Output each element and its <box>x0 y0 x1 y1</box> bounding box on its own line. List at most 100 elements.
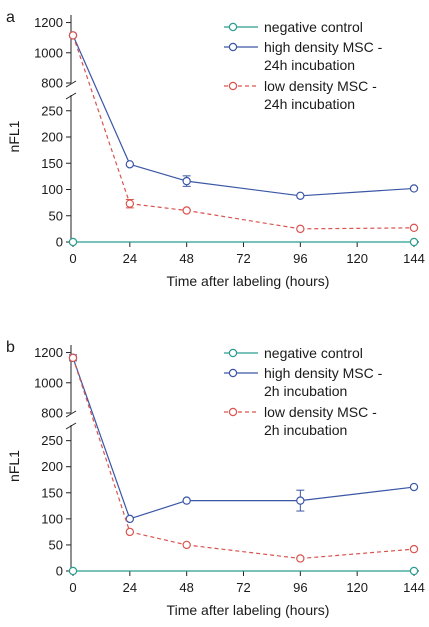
data-point <box>182 176 191 186</box>
legend-marker <box>228 348 238 358</box>
data-point <box>409 237 419 247</box>
y-tick-label: 100 <box>41 182 63 197</box>
legend-label: low density MSC - <box>264 78 377 94</box>
data-point <box>182 496 191 505</box>
series-line-segment <box>186 180 301 197</box>
data-point <box>296 224 305 234</box>
data-point <box>296 191 305 200</box>
series-line-segment <box>186 544 301 560</box>
axis-break-mark <box>65 422 77 430</box>
y-tick-label: 0 <box>56 235 63 250</box>
series-line-segment <box>72 35 131 165</box>
y-tick-label: 200 <box>41 130 63 145</box>
legend-label: 2h incubation <box>264 383 347 399</box>
axis-break-mark <box>65 92 77 100</box>
legend: negative control high density MSC - 2h inc… <box>224 345 383 438</box>
y-tick-label: 1200 <box>34 345 63 360</box>
y-axis-label: nFL1 <box>6 120 22 152</box>
x-axis-label: Time after labeling (hours) <box>167 602 330 618</box>
y-tick-label: 0 <box>56 564 63 579</box>
data-point <box>182 206 191 215</box>
series-2 <box>68 31 419 234</box>
x-tick-label: 72 <box>236 580 250 595</box>
legend-label: 24h incubation <box>264 57 355 73</box>
legend-marker <box>228 81 238 91</box>
series-1 <box>68 31 419 200</box>
y-tick-label: 800 <box>41 76 63 91</box>
data-point <box>125 527 135 537</box>
data-point <box>409 184 419 193</box>
data-point <box>409 566 419 576</box>
series-0 <box>68 566 419 576</box>
y-tick-label: 50 <box>49 537 63 552</box>
data-point <box>68 566 78 576</box>
x-tick-label: 72 <box>236 251 250 266</box>
y-tick-label: 1000 <box>34 45 63 60</box>
legend-marker <box>228 368 238 378</box>
x-tick-label: 144 <box>403 580 425 595</box>
series-line-segment <box>129 500 187 520</box>
legend-label: low density MSC - <box>264 404 377 420</box>
x-tick-label: 0 <box>69 251 76 266</box>
x-tick-label: 120 <box>346 580 368 595</box>
data-point <box>125 514 135 524</box>
y-tick-label: 150 <box>41 485 63 500</box>
series-2 <box>68 353 419 563</box>
y-tick-label: 200 <box>41 459 63 474</box>
y-tick-label: 150 <box>41 156 63 171</box>
axis-break-mark <box>65 410 77 418</box>
series-line-segment <box>72 35 131 204</box>
legend-label: high density MSC - <box>264 39 383 55</box>
series-line-segment <box>129 163 187 182</box>
legend-label: 24h incubation <box>264 96 355 112</box>
x-tick-label: 144 <box>403 251 425 266</box>
y-tick-label: 800 <box>41 406 63 421</box>
legend-label: 2h incubation <box>264 422 347 438</box>
chart-panel-b: b 800 1000 1200 0 50 100 150 200 250 0 24 48 72 96 120 1… <box>6 339 425 618</box>
legend-label: negative control <box>264 345 363 361</box>
y-tick-label: 250 <box>41 103 63 118</box>
series-line-segment <box>300 486 415 502</box>
series-0 <box>68 237 419 247</box>
legend-marker <box>228 22 238 32</box>
series-line-segment <box>72 357 131 520</box>
data-point <box>409 223 419 233</box>
legend-marker <box>228 42 238 52</box>
x-tick-label: 120 <box>346 251 368 266</box>
x-tick-label: 48 <box>179 251 193 266</box>
axis-break-mark <box>65 80 77 88</box>
y-tick-label: 50 <box>49 208 63 223</box>
x-tick-label: 48 <box>179 580 193 595</box>
y-tick-label: 1200 <box>34 15 63 30</box>
y-axis-label: nFL1 <box>6 450 22 482</box>
data-point <box>409 482 419 492</box>
legend-label: high density MSC - <box>264 365 383 381</box>
y-tick-label: 1000 <box>34 375 63 390</box>
x-tick-label: 24 <box>123 580 137 595</box>
data-point <box>125 160 135 169</box>
data-point <box>68 353 78 363</box>
data-point <box>296 496 305 505</box>
y-tick-label: 100 <box>41 511 63 526</box>
x-axis-label: Time after labeling (hours) <box>167 273 330 289</box>
data-point <box>68 237 78 247</box>
panel-label: a <box>6 9 15 26</box>
x-tick-label: 96 <box>293 580 307 595</box>
data-point <box>409 544 419 554</box>
y-tick-label: 250 <box>41 433 63 448</box>
legend-label: negative control <box>264 19 363 35</box>
series-line-segment <box>72 357 131 533</box>
data-point <box>182 540 191 550</box>
legend: negative control high density MSC - 24h in… <box>224 19 383 112</box>
series-line-segment <box>129 203 187 212</box>
chart-panel-a: a 800 1000 1200 0 50 100 150 200 250 0 24 48 72 96 120 1… <box>6 9 425 289</box>
x-tick-label: 24 <box>123 251 137 266</box>
series-line-segment <box>300 548 415 560</box>
series-line-segment <box>300 227 415 230</box>
data-point <box>296 554 305 563</box>
panel-label: b <box>6 339 15 356</box>
legend-marker <box>228 407 238 417</box>
series-line-segment <box>300 187 415 197</box>
x-tick-label: 96 <box>293 251 307 266</box>
